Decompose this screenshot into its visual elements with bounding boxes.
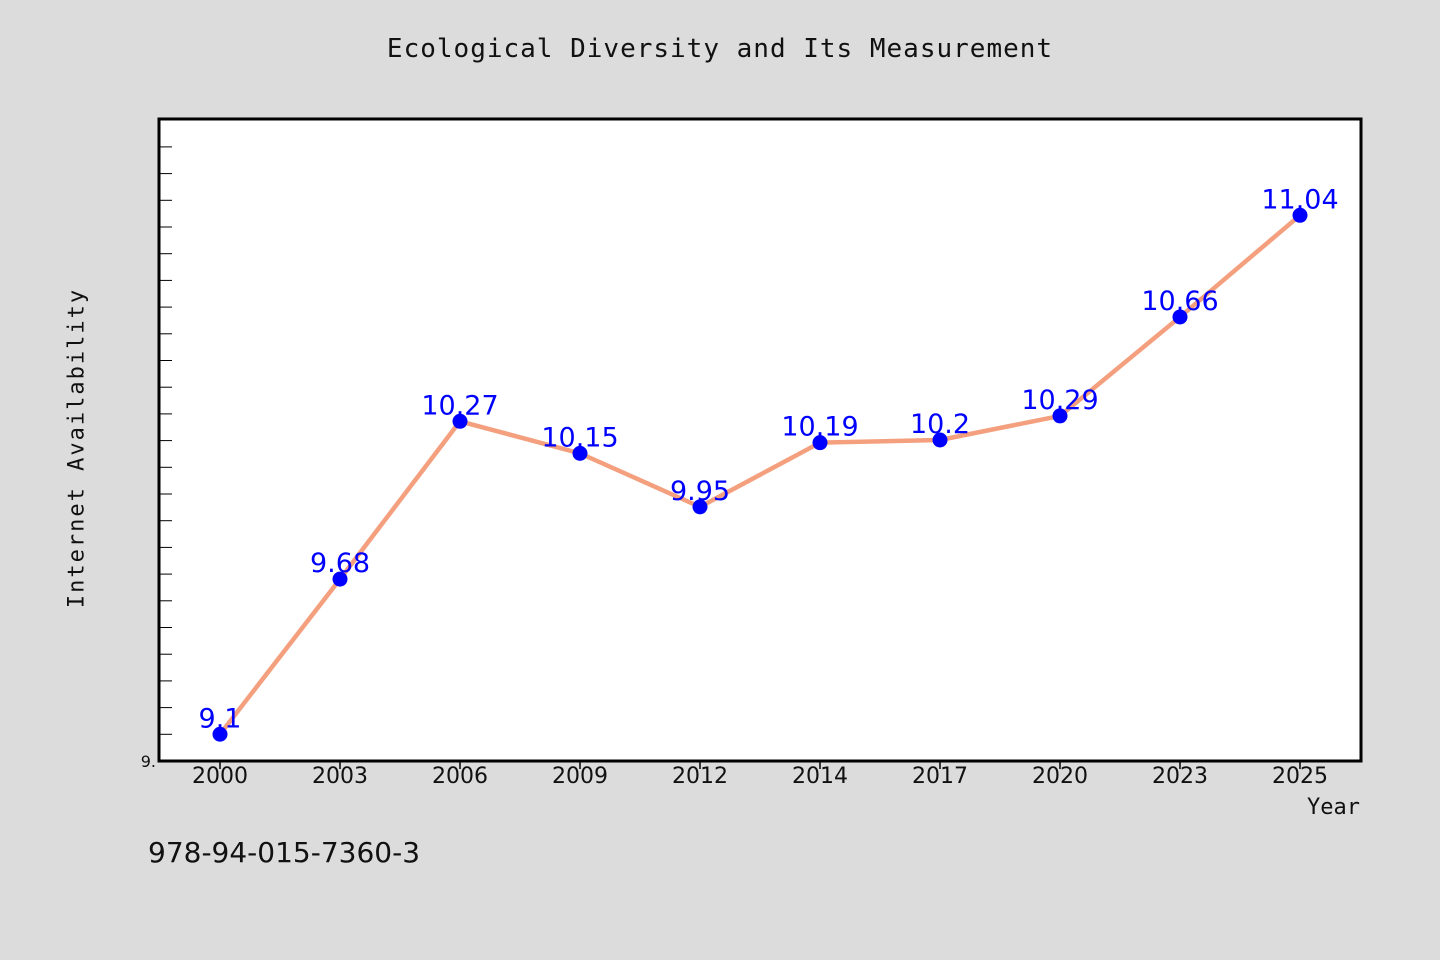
data-label: 10.15	[541, 422, 618, 453]
series-line	[218, 213, 1302, 736]
x-tick-label: 2012	[672, 764, 728, 789]
chart-title: Ecological Diversity and Its Measurement	[386, 34, 1054, 64]
x-tick-label: 2017	[912, 764, 968, 789]
x-tick-label: 2014	[792, 764, 848, 789]
data-label: 10.66	[1141, 286, 1218, 317]
isbn-text: 978-94-015-7360-3	[148, 836, 421, 869]
data-label: 10.2	[910, 409, 970, 440]
x-tick-label: 2025	[1272, 764, 1328, 789]
data-label: 9.68	[310, 548, 370, 579]
data-point	[572, 445, 588, 461]
data-label: 10.27	[421, 390, 498, 421]
data-label: 9.1	[199, 703, 242, 734]
x-tick-label: 2023	[1152, 764, 1208, 789]
data-label: 9.95	[670, 476, 730, 507]
plot-area	[157, 117, 1363, 763]
data-point	[212, 726, 228, 742]
data-label: 10.19	[781, 412, 858, 443]
x-tick-label: 2000	[192, 764, 248, 789]
data-point	[452, 413, 468, 429]
x-tick-label: 2009	[552, 764, 608, 789]
data-point	[332, 571, 348, 587]
y-tick-label: 9.	[141, 752, 156, 771]
data-point	[932, 432, 948, 448]
x-tick-label: 2020	[1032, 764, 1088, 789]
data-point	[1292, 207, 1308, 223]
data-point	[812, 435, 828, 451]
data-point	[1052, 408, 1068, 424]
data-point	[1172, 309, 1188, 325]
data-label: 11.04	[1261, 184, 1338, 215]
data-label: 10.29	[1021, 385, 1098, 416]
x-tick-label: 2003	[312, 764, 368, 789]
x-axis-label: Year	[1307, 795, 1360, 820]
x-tick-label: 2006	[432, 764, 488, 789]
data-point	[692, 499, 708, 515]
